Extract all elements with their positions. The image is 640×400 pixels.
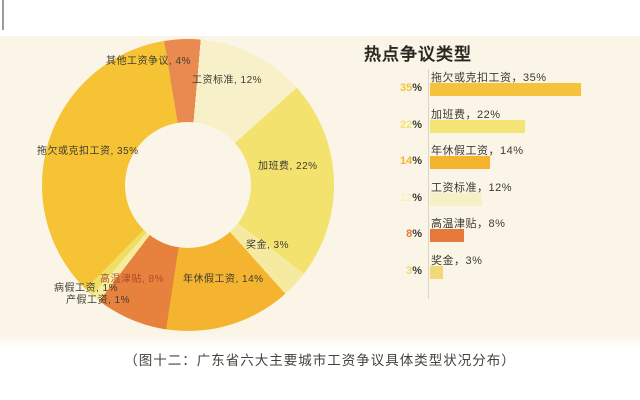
bar bbox=[430, 83, 581, 96]
bar-chart-axis-line bbox=[428, 69, 429, 299]
bar-category-label: 工资标准，12% bbox=[431, 181, 513, 194]
donut-hole bbox=[125, 122, 251, 248]
bar bbox=[430, 229, 465, 242]
donut-chart bbox=[42, 39, 334, 331]
bar-category-label: 高温津贴，8% bbox=[431, 218, 506, 230]
bar-category-label: 拖欠或克扣工资，35% bbox=[431, 72, 547, 84]
bar-value-number: 14 bbox=[399, 155, 413, 167]
figure-caption: （图十二：广东省六大主要城市工资争议具体类型状况分布） bbox=[124, 353, 516, 368]
bar bbox=[430, 265, 443, 279]
bar-value-percent-sign: % bbox=[412, 82, 422, 94]
bar-value-label: 22% bbox=[382, 119, 422, 131]
scan-artifact-line bbox=[2, 0, 4, 30]
bar-value-number: 22 bbox=[399, 118, 413, 131]
bar bbox=[430, 119, 525, 133]
bar-chart-title: 热点争议类型 bbox=[364, 45, 472, 64]
bar-value-percent-sign: % bbox=[412, 228, 422, 240]
bar-value-label: 35% bbox=[382, 82, 422, 94]
bar-category-label: 年休假工资，14% bbox=[431, 145, 524, 157]
bar-value-label: 3% bbox=[382, 265, 422, 277]
bar-value-percent-sign: % bbox=[412, 264, 422, 277]
bar-value-label: 8% bbox=[382, 228, 422, 240]
bar-value-number: 35 bbox=[399, 82, 413, 94]
bar-value-percent-sign: % bbox=[412, 155, 422, 167]
bar-value-number: 8 bbox=[406, 228, 413, 240]
bar bbox=[430, 156, 491, 169]
bar-value-number: 3 bbox=[406, 264, 413, 277]
bar-value-percent-sign: % bbox=[412, 118, 422, 131]
background-fade bbox=[0, 334, 640, 348]
bar-category-label: 加班费，22% bbox=[431, 108, 501, 121]
bar-category-label: 奖金，3% bbox=[431, 254, 483, 267]
bar-value-number: 12 bbox=[399, 191, 413, 204]
bar bbox=[430, 192, 482, 206]
bar-value-percent-sign: % bbox=[412, 191, 422, 204]
bar-value-label: 14% bbox=[382, 155, 422, 167]
bar-value-label: 12% bbox=[382, 192, 422, 204]
